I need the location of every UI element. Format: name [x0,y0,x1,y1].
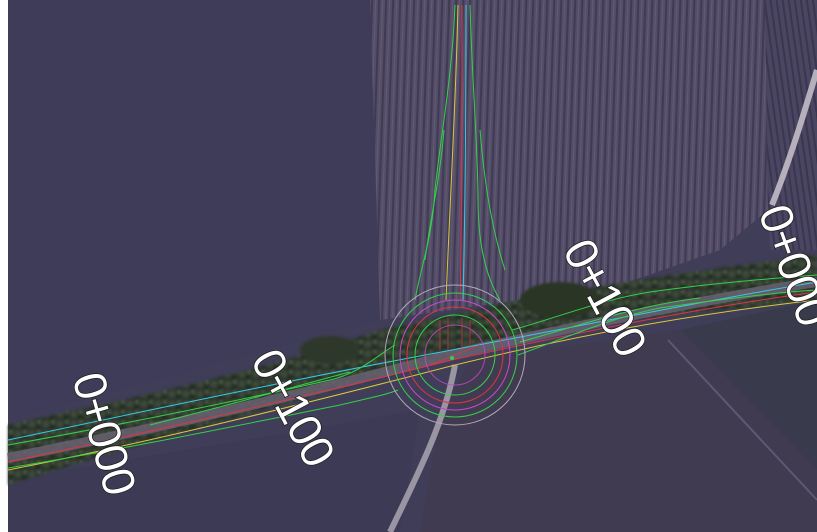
design-overlay [7,4,817,471]
